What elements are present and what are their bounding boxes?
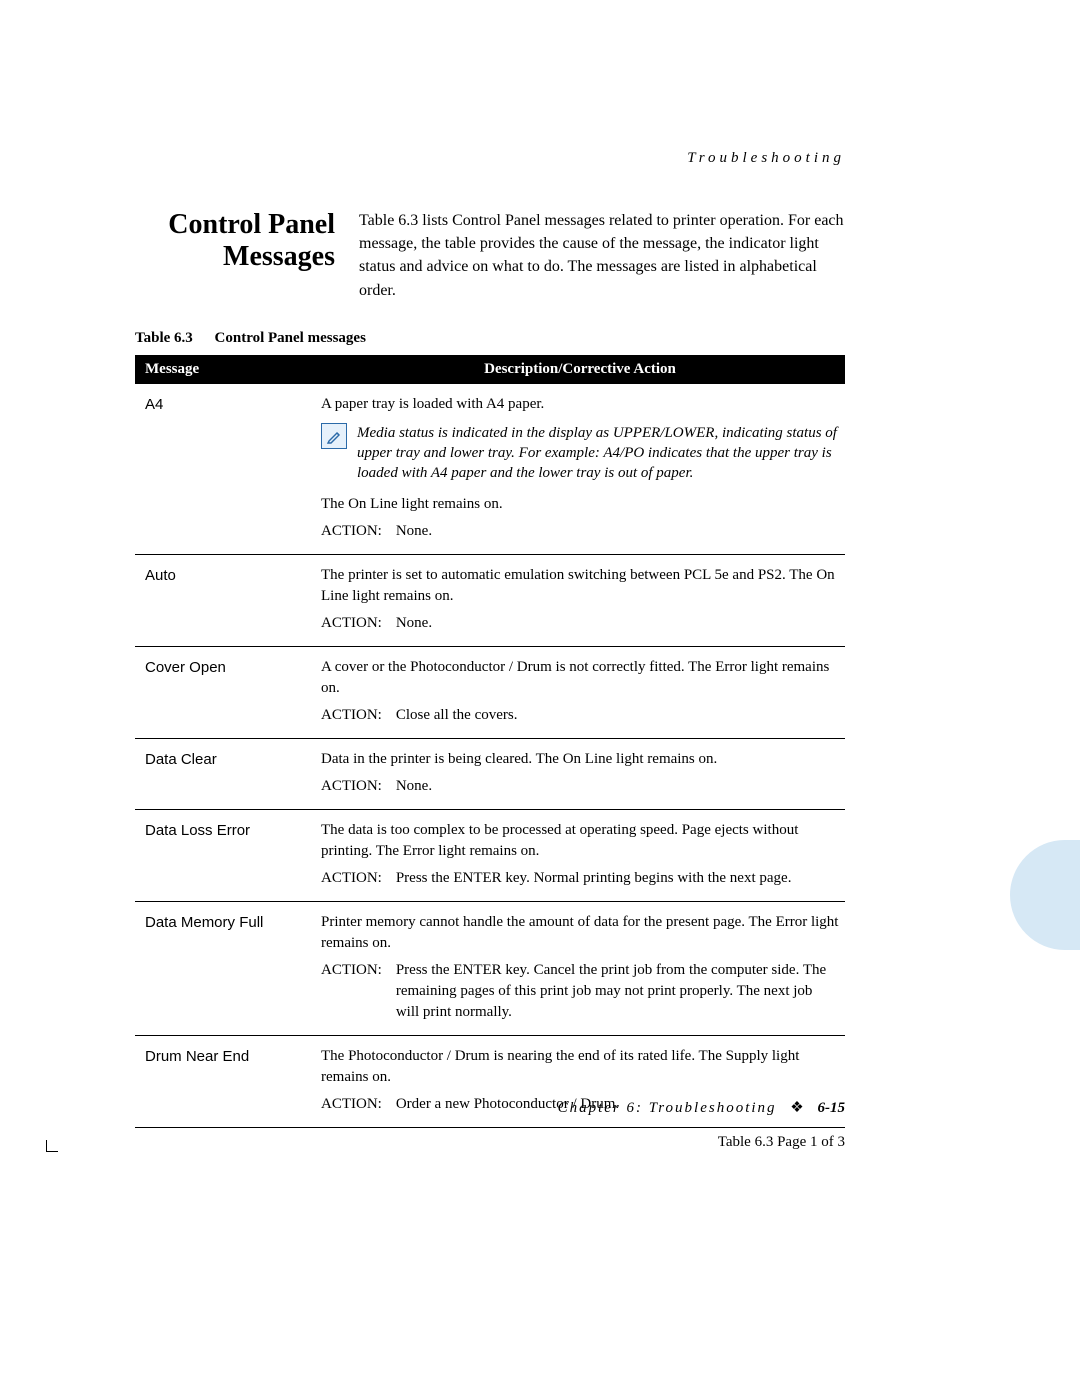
- action-row: ACTION: None.: [321, 776, 839, 797]
- table-row: Data Memory Full Printer memory cannot h…: [135, 901, 845, 1035]
- desc-text: Printer memory cannot handle the amount …: [321, 912, 839, 954]
- action-label: ACTION:: [321, 613, 382, 634]
- action-label: ACTION:: [321, 705, 382, 726]
- action-label: ACTION:: [321, 960, 382, 1023]
- action-text: None.: [396, 521, 839, 542]
- note-text: Media status is indicated in the display…: [357, 423, 839, 484]
- intro-paragraph: Table 6.3 lists Control Panel messages r…: [359, 209, 845, 302]
- msg-desc: Printer memory cannot handle the amount …: [315, 901, 845, 1035]
- msg-name: Data Clear: [135, 738, 315, 809]
- col-description: Description/Corrective Action: [315, 355, 845, 384]
- msg-name: Auto: [135, 554, 315, 646]
- col-message: Message: [135, 355, 315, 384]
- desc-text: The printer is set to automatic emulatio…: [321, 565, 839, 607]
- action-text: Press the ENTER key. Normal printing beg…: [396, 868, 839, 889]
- footer-chapter: Chapter 6: Troubleshooting: [558, 1100, 777, 1116]
- table-row: Data Loss Error The data is too complex …: [135, 809, 845, 901]
- footer-bullet-icon: ❖: [790, 1100, 803, 1116]
- section-title-line2: Messages: [135, 241, 335, 273]
- msg-name: Data Loss Error: [135, 809, 315, 901]
- table-row: Auto The printer is set to automatic emu…: [135, 554, 845, 646]
- table-caption-title: Control Panel messages: [215, 330, 366, 346]
- msg-desc: A cover or the Photoconductor / Drum is …: [315, 646, 845, 738]
- action-row: ACTION: Close all the covers.: [321, 705, 839, 726]
- action-text: None.: [396, 776, 839, 797]
- table-caption-number: Table 6.3: [135, 330, 193, 346]
- page-content: Troubleshooting Control Panel Messages T…: [135, 150, 845, 1151]
- messages-table: Message Description/Corrective Action A4…: [135, 355, 845, 1128]
- msg-desc: The data is too complex to be processed …: [315, 809, 845, 901]
- section-title-line1: Control Panel: [135, 209, 335, 241]
- action-row: ACTION: None.: [321, 613, 839, 634]
- action-label: ACTION:: [321, 776, 382, 797]
- action-row: ACTION: None.: [321, 521, 839, 542]
- note-box: Media status is indicated in the display…: [321, 423, 839, 484]
- table-row: Cover Open A cover or the Photoconductor…: [135, 646, 845, 738]
- desc-text: A cover or the Photoconductor / Drum is …: [321, 657, 839, 699]
- pencil-icon: [321, 423, 347, 449]
- intro-row: Control Panel Messages Table 6.3 lists C…: [135, 209, 845, 302]
- section-title: Control Panel Messages: [135, 209, 335, 273]
- desc-text: The Photoconductor / Drum is nearing the…: [321, 1046, 839, 1088]
- thumb-tab: [1010, 840, 1080, 950]
- desc-after: The On Line light remains on.: [321, 494, 839, 515]
- desc-text: Data in the printer is being cleared. Th…: [321, 749, 839, 770]
- action-row: ACTION: Press the ENTER key. Cancel the …: [321, 960, 839, 1023]
- footer-page-number: 6-15: [818, 1100, 846, 1116]
- msg-name: Cover Open: [135, 646, 315, 738]
- desc-text: A paper tray is loaded with A4 paper.: [321, 394, 839, 415]
- page-footer: Chapter 6: Troubleshooting ❖ 6-15: [135, 1098, 845, 1117]
- action-text: Press the ENTER key. Cancel the print jo…: [396, 960, 839, 1023]
- action-text: Close all the covers.: [396, 705, 839, 726]
- desc-text: The data is too complex to be processed …: [321, 820, 839, 862]
- action-label: ACTION:: [321, 868, 382, 889]
- msg-name: Data Memory Full: [135, 901, 315, 1035]
- msg-name: A4: [135, 384, 315, 554]
- crop-mark: [46, 1140, 58, 1152]
- running-head: Troubleshooting: [135, 150, 845, 167]
- msg-desc: The printer is set to automatic emulatio…: [315, 554, 845, 646]
- msg-desc: A paper tray is loaded with A4 paper. Me…: [315, 384, 845, 554]
- table-row: Data Clear Data in the printer is being …: [135, 738, 845, 809]
- msg-desc: Data in the printer is being cleared. Th…: [315, 738, 845, 809]
- action-row: ACTION: Press the ENTER key. Normal prin…: [321, 868, 839, 889]
- table-header-row: Message Description/Corrective Action: [135, 355, 845, 384]
- action-label: ACTION:: [321, 521, 382, 542]
- table-pager: Table 6.3 Page 1 of 3: [135, 1134, 845, 1151]
- table-row: A4 A paper tray is loaded with A4 paper.…: [135, 384, 845, 554]
- table-caption: Table 6.3 Control Panel messages: [135, 330, 845, 347]
- action-text: None.: [396, 613, 839, 634]
